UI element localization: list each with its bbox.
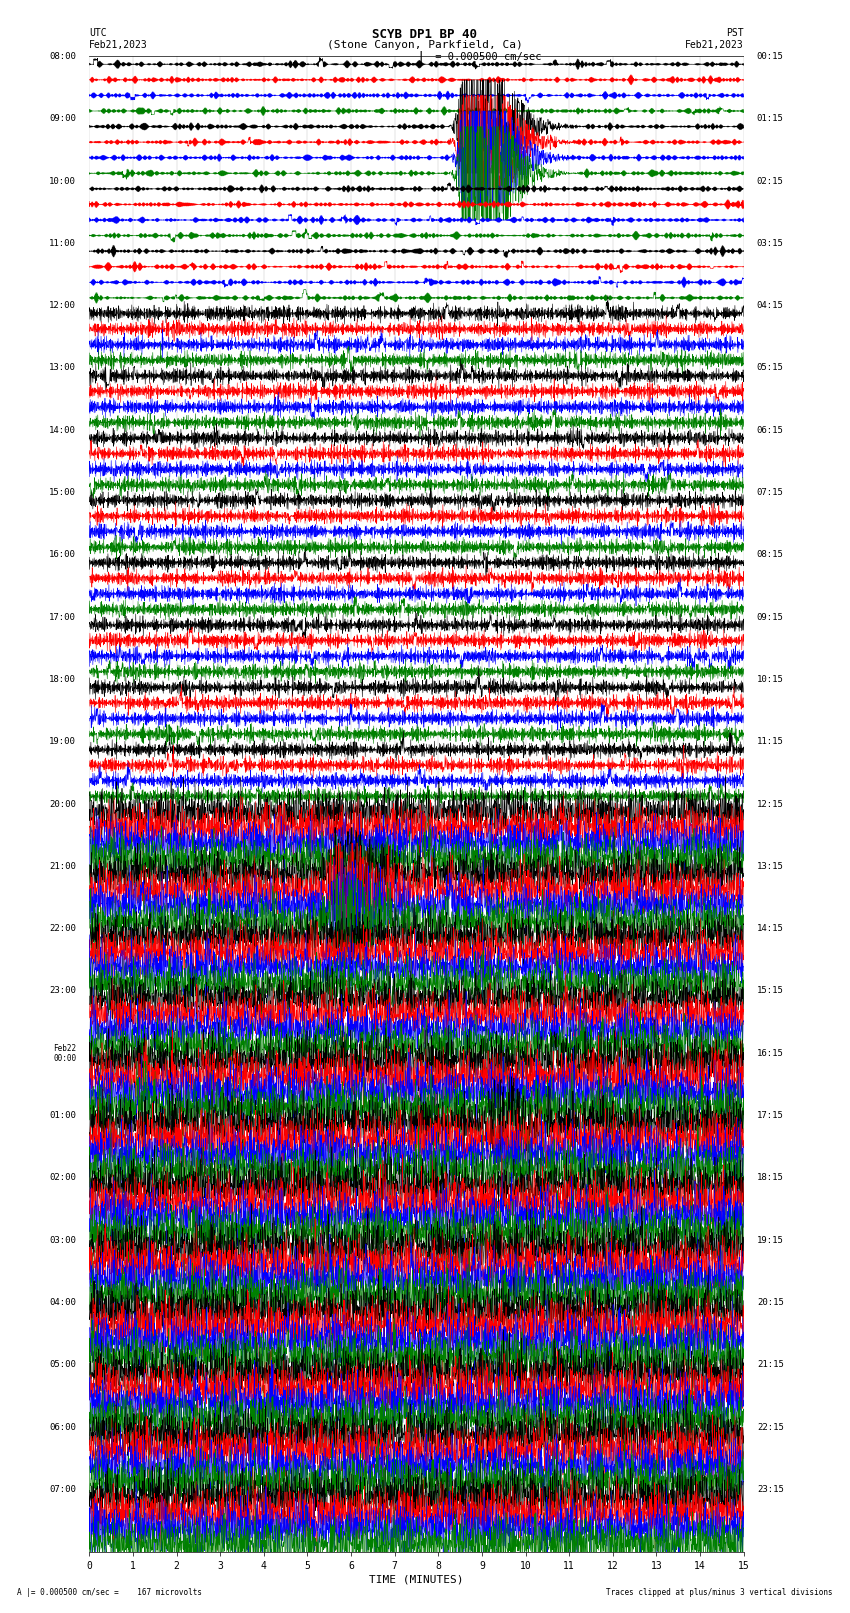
Text: 17:15: 17:15 xyxy=(756,1111,784,1119)
Text: 03:00: 03:00 xyxy=(49,1236,76,1245)
Text: 05:15: 05:15 xyxy=(756,363,784,373)
Text: 18:00: 18:00 xyxy=(49,674,76,684)
Text: 20:00: 20:00 xyxy=(49,800,76,808)
Text: 09:15: 09:15 xyxy=(756,613,784,621)
Text: 00:15: 00:15 xyxy=(756,52,784,61)
Text: (Stone Canyon, Parkfield, Ca): (Stone Canyon, Parkfield, Ca) xyxy=(327,40,523,50)
Text: 05:00: 05:00 xyxy=(49,1360,76,1369)
Text: |: | xyxy=(416,50,425,65)
Text: 08:15: 08:15 xyxy=(756,550,784,560)
Text: 10:00: 10:00 xyxy=(49,176,76,185)
Text: 02:15: 02:15 xyxy=(756,176,784,185)
Text: 02:00: 02:00 xyxy=(49,1173,76,1182)
Text: 15:15: 15:15 xyxy=(756,987,784,995)
Text: Feb21,2023: Feb21,2023 xyxy=(685,40,744,50)
Text: SCYB DP1 BP 40: SCYB DP1 BP 40 xyxy=(372,29,478,42)
Text: 06:00: 06:00 xyxy=(49,1423,76,1432)
Text: 21:00: 21:00 xyxy=(49,861,76,871)
Text: 16:15: 16:15 xyxy=(756,1048,784,1058)
Text: 04:00: 04:00 xyxy=(49,1298,76,1307)
Text: 23:15: 23:15 xyxy=(756,1486,784,1494)
Text: 12:00: 12:00 xyxy=(49,302,76,310)
Text: Traces clipped at plus/minus 3 vertical divisions: Traces clipped at plus/minus 3 vertical … xyxy=(606,1587,833,1597)
Text: 20:15: 20:15 xyxy=(756,1298,784,1307)
Text: 19:00: 19:00 xyxy=(49,737,76,747)
Text: 14:15: 14:15 xyxy=(756,924,784,934)
Text: 01:15: 01:15 xyxy=(756,115,784,123)
Text: 13:00: 13:00 xyxy=(49,363,76,373)
Text: 13:15: 13:15 xyxy=(756,861,784,871)
Text: 06:15: 06:15 xyxy=(756,426,784,436)
Text: Feb22
00:00: Feb22 00:00 xyxy=(53,1044,76,1063)
Text: 07:00: 07:00 xyxy=(49,1486,76,1494)
Text: 22:00: 22:00 xyxy=(49,924,76,934)
Text: 11:15: 11:15 xyxy=(756,737,784,747)
X-axis label: TIME (MINUTES): TIME (MINUTES) xyxy=(369,1574,464,1586)
Text: 01:00: 01:00 xyxy=(49,1111,76,1119)
Text: PST: PST xyxy=(726,29,744,39)
Text: 03:15: 03:15 xyxy=(756,239,784,248)
Text: Feb21,2023: Feb21,2023 xyxy=(89,40,148,50)
Text: 19:15: 19:15 xyxy=(756,1236,784,1245)
Text: 15:00: 15:00 xyxy=(49,489,76,497)
Text: UTC: UTC xyxy=(89,29,107,39)
Text: 07:15: 07:15 xyxy=(756,489,784,497)
Text: 04:15: 04:15 xyxy=(756,302,784,310)
Text: 17:00: 17:00 xyxy=(49,613,76,621)
Text: 22:15: 22:15 xyxy=(756,1423,784,1432)
Text: = 0.000500 cm/sec: = 0.000500 cm/sec xyxy=(429,52,541,61)
Text: 21:15: 21:15 xyxy=(756,1360,784,1369)
Text: 11:00: 11:00 xyxy=(49,239,76,248)
Text: A |= 0.000500 cm/sec =    167 microvolts: A |= 0.000500 cm/sec = 167 microvolts xyxy=(17,1587,202,1597)
Text: 16:00: 16:00 xyxy=(49,550,76,560)
Text: 10:15: 10:15 xyxy=(756,674,784,684)
Text: 12:15: 12:15 xyxy=(756,800,784,808)
Text: 09:00: 09:00 xyxy=(49,115,76,123)
Text: 08:00: 08:00 xyxy=(49,52,76,61)
Text: 23:00: 23:00 xyxy=(49,987,76,995)
Text: 18:15: 18:15 xyxy=(756,1173,784,1182)
Text: 14:00: 14:00 xyxy=(49,426,76,436)
